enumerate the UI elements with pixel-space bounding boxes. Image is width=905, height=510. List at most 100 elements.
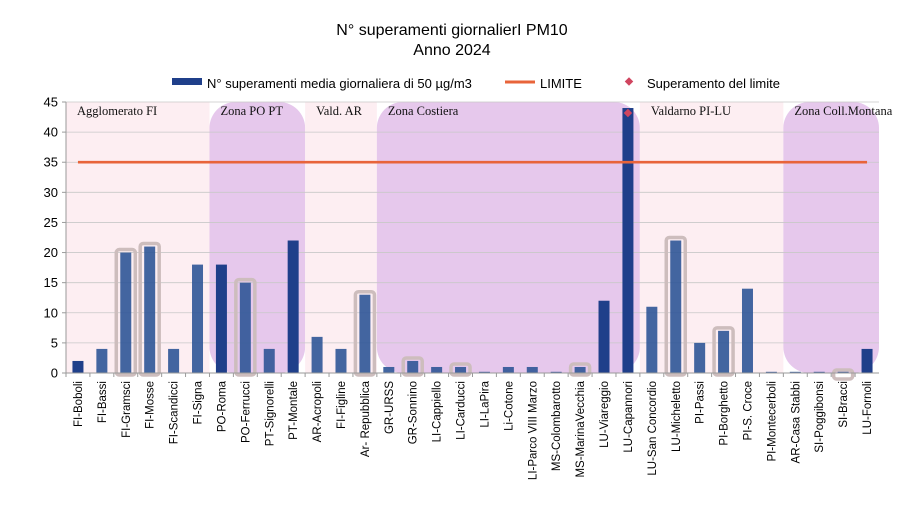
zone-labels: Agglomerato FI Zona PO PT Vald. AR Zona Cos…: [77, 104, 893, 118]
x-tick-label: AR-Casa Stabbi: [790, 381, 802, 463]
x-tick-label: GR-Sonnino: [408, 381, 420, 444]
x-tick-label: MS-MarinaVecchia: [575, 380, 587, 477]
bar: [311, 336, 323, 373]
x-tick-label: LU-Capannori: [623, 381, 635, 453]
x-tick-label: LI-Parco VIII Marzo: [527, 381, 539, 480]
zone-background: [783, 102, 879, 373]
x-tick-label: PO-Ferrucci: [240, 381, 252, 443]
bar: [168, 348, 180, 373]
zone-label: Zona Coll.Montana: [794, 104, 892, 118]
zone-backgrounds: [66, 102, 879, 373]
x-tick-label: PT-Montale: [288, 381, 300, 440]
x-tick-label: FI-Bassi: [97, 381, 109, 423]
chart-title: N° superamenti giornalierI PM10: [336, 22, 567, 39]
x-tick-label: PI-S. Croce: [742, 381, 754, 440]
highlight-box: [138, 241, 161, 377]
bar: [646, 306, 658, 373]
x-tick-label: SI-Bracci: [838, 381, 850, 428]
bar: [741, 288, 753, 373]
x-tick-label: PI-Montecerboli: [766, 381, 778, 462]
bar: [765, 371, 777, 373]
highlight-box: [568, 362, 592, 377]
x-tick-label: LI-LaPira: [479, 380, 491, 427]
bar: [694, 342, 706, 373]
x-tick-label: LU-Micheletto: [671, 381, 683, 452]
bar: [861, 348, 873, 373]
x-tick-label: Ar- Repubblica: [360, 380, 372, 457]
zone-label: Vald. AR: [316, 104, 363, 118]
legend-bar-label: N° superamenti media giornaliera di 50 µ…: [207, 76, 472, 91]
legend-marker-label: Superamento del limite: [647, 76, 780, 91]
x-tick-label: FI-Signa: [193, 380, 205, 424]
bar: [96, 348, 108, 373]
bar: [215, 264, 227, 373]
x-tick-label: FI-Scandicci: [169, 381, 181, 444]
zone-label: Zona PO PT: [220, 104, 283, 118]
legend: N° superamenti media giornaliera di 50 µ…: [172, 76, 780, 91]
highlight-box: [712, 326, 735, 377]
legend-bar-swatch: [172, 78, 202, 85]
y-tick-label: 20: [44, 245, 58, 260]
bar: [837, 371, 849, 373]
highlight-box: [114, 247, 138, 377]
bar: [478, 371, 490, 373]
x-tick-label: GR-URSS: [384, 381, 396, 434]
bar: [502, 366, 514, 373]
x-tick-label: PO-Roma: [216, 380, 228, 432]
x-tick-label: Li-Cotone: [503, 381, 515, 431]
bar: [574, 366, 586, 373]
y-axis-ticks: 0 5 10 15 20 25 30 35 40 45: [44, 95, 66, 381]
zone-label: Zona Costiera: [388, 104, 459, 118]
x-tick-label: FI-Gramsci: [121, 381, 133, 438]
y-tick-label: 5: [51, 335, 58, 350]
bar: [120, 252, 132, 373]
x-tick-label: AR-Acropoli: [312, 381, 324, 442]
x-tick-label: LU-San Concordio: [647, 381, 659, 476]
bars: [72, 108, 873, 374]
bar: [192, 264, 204, 373]
x-tick-label: LI-Carducci: [456, 381, 468, 440]
bar: [144, 246, 156, 373]
x-tick-label: FI-Figline: [336, 381, 348, 429]
highlight-box: [234, 277, 257, 377]
y-tick-label: 45: [44, 95, 58, 110]
highlight-box: [831, 368, 855, 381]
bar: [383, 366, 395, 373]
highlight-box: [449, 362, 472, 377]
x-tick-label: LI-Cappiello: [432, 381, 444, 442]
y-tick-label: 30: [44, 185, 58, 200]
bar: [359, 294, 371, 373]
y-tick-label: 35: [44, 155, 58, 170]
bar: [72, 360, 84, 373]
y-tick-label: 10: [44, 305, 58, 320]
bar: [455, 366, 467, 373]
bar: [263, 348, 275, 373]
y-tick-label: 25: [44, 215, 58, 230]
highlight-boxes: [114, 235, 855, 381]
bar: [526, 366, 538, 373]
x-tick-label: SI-Poggibonsi: [814, 381, 826, 453]
bar: [550, 371, 562, 373]
zone-background: [209, 102, 306, 373]
x-tick-label: PI-Borghetto: [719, 381, 731, 446]
highlight-box: [401, 356, 424, 377]
highlight-box: [353, 289, 377, 377]
zone-background: [376, 102, 640, 373]
bar: [670, 240, 682, 373]
x-tick-label: FI-Mosse: [145, 381, 157, 429]
x-tick-label: PI-Passi: [695, 381, 707, 424]
zone-label: Agglomerato FI: [77, 104, 157, 118]
bar: [407, 360, 419, 373]
legend-limit-label: LIMITE: [540, 76, 582, 91]
highlight-box: [664, 235, 687, 377]
y-tick-label: 40: [44, 125, 58, 140]
zone-label: Valdarno PI-LU: [651, 104, 731, 118]
y-tick-label: 0: [51, 366, 58, 381]
bar: [239, 282, 251, 373]
bar: [718, 330, 730, 373]
zone-background: [66, 102, 210, 373]
x-axis-ticks: FI-Boboli FI-Bassi FI-Gramsci FI-Mosse FI-Sc…: [65, 373, 874, 480]
bar: [287, 240, 299, 373]
x-tick-label: FI-Boboli: [73, 381, 85, 427]
bar: [431, 366, 443, 373]
